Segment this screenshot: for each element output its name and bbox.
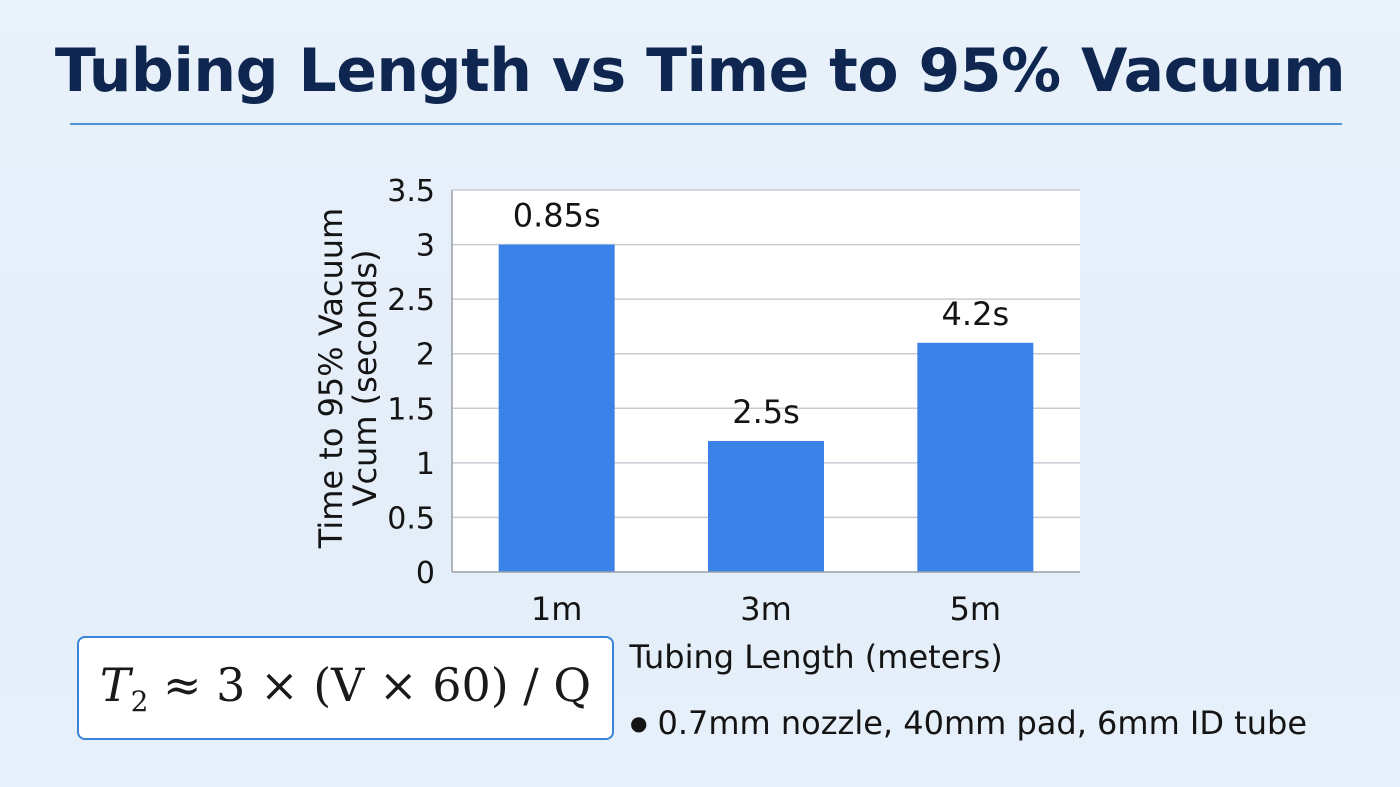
x-tick-label: 5m bbox=[950, 590, 1002, 628]
y-tick-label: 3 bbox=[416, 229, 435, 264]
y-tick-label: 0 bbox=[416, 556, 435, 591]
y-tick-label: 2.5 bbox=[387, 283, 435, 318]
formula-box: T2 ≈ 3 × (V × 60) / Q bbox=[77, 636, 614, 740]
setup-note-text: 0.7mm nozzle, 40mm pad, 6mm ID tube bbox=[657, 704, 1307, 742]
bar-5m bbox=[917, 342, 1034, 572]
y-axis-label: Time to 95% VacuumVcum (seconds) bbox=[312, 208, 384, 549]
x-axis-label: Tubing Length (meters) bbox=[628, 638, 1002, 676]
y-tick-label: 1.5 bbox=[387, 392, 435, 427]
y-tick-labels: 0 0.5 1 1.5 2 2.5 3 3.5 bbox=[387, 174, 435, 591]
x-tick-label: 1m bbox=[531, 590, 583, 628]
x-tick-label: 3m bbox=[740, 590, 792, 628]
bar-1m bbox=[498, 244, 615, 573]
data-labels: 0.85s 2.5s 4.2s bbox=[513, 197, 1009, 431]
data-label: 4.2s bbox=[942, 295, 1010, 333]
title-divider bbox=[70, 123, 1342, 125]
bars bbox=[498, 244, 1034, 573]
y-tick-label: 3.5 bbox=[387, 174, 435, 209]
y-tick-label: 2 bbox=[416, 338, 435, 373]
formula-text: T2 ≈ 3 × (V × 60) / Q bbox=[99, 657, 592, 719]
y-tick-label: 1 bbox=[416, 447, 435, 482]
setup-note: ● 0.7mm nozzle, 40mm pad, 6mm ID tube bbox=[630, 700, 1307, 746]
data-label: 0.85s bbox=[513, 197, 601, 235]
bullet-icon: ● bbox=[630, 711, 648, 735]
y-tick-label: 0.5 bbox=[387, 501, 435, 536]
page-title: Tubing Length vs Time to 95% Vacuum bbox=[54, 36, 1346, 106]
data-label: 2.5s bbox=[732, 393, 800, 431]
bar-3m bbox=[708, 441, 824, 572]
x-tick-labels: 1m 3m 5m bbox=[531, 590, 1001, 628]
